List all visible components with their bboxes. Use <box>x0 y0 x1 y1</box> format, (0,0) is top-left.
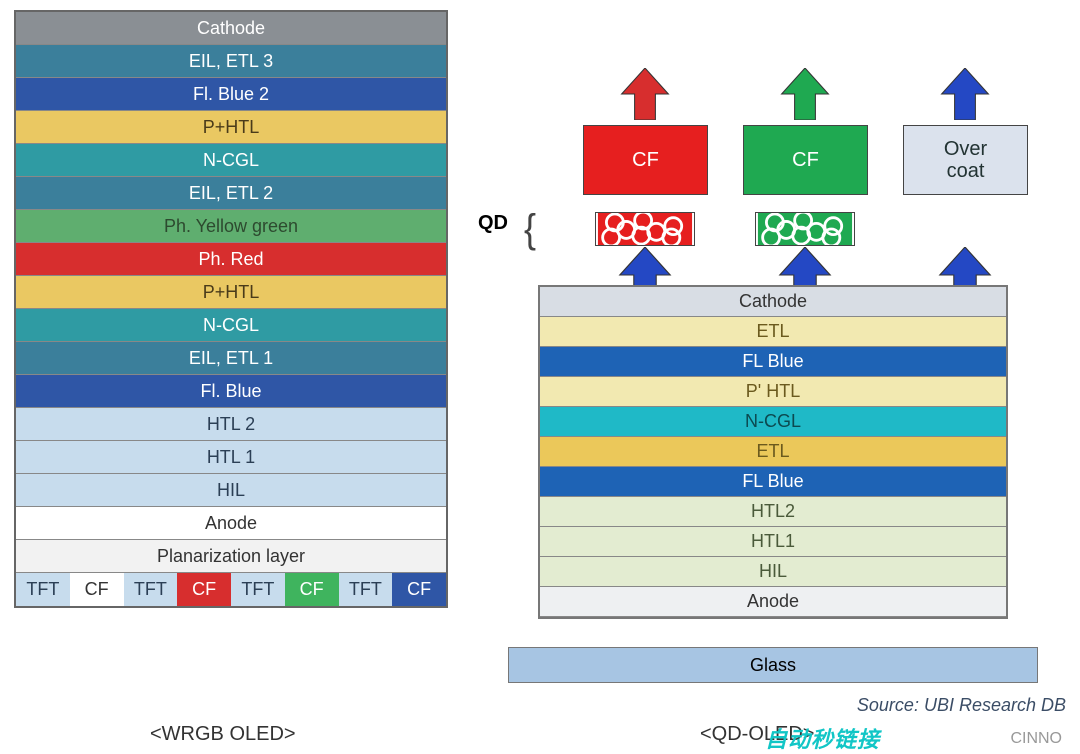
wrgb-layer: Ph. Yellow green <box>16 210 446 243</box>
tft-cf-cell: CF <box>177 573 231 606</box>
qd-layer: Cathode <box>540 287 1006 317</box>
qd-layer: P' HTL <box>540 377 1006 407</box>
wrgb-layer: P+HTL <box>16 276 446 309</box>
wrgb-layer: Ph. Red <box>16 243 446 276</box>
qd-layer: HIL <box>540 557 1006 587</box>
qd-box <box>755 212 855 246</box>
wrgb-layer: Anode <box>16 507 446 540</box>
wrgb-layer: Fl. Blue 2 <box>16 78 446 111</box>
wrgb-layer: HTL 1 <box>16 441 446 474</box>
wrgb-layer: P+HTL <box>16 111 446 144</box>
wrgb-layer: Cathode <box>16 12 446 45</box>
glass-layer: Glass <box>508 647 1038 683</box>
tft-cf-cell: TFT <box>231 573 285 606</box>
qd-layer: HTL1 <box>540 527 1006 557</box>
wrgb-layer: HTL 2 <box>16 408 446 441</box>
arrow-up-icon <box>613 68 677 120</box>
watermark-cinno: CINNO <box>1010 730 1062 748</box>
wrgb-layer: EIL, ETL 2 <box>16 177 446 210</box>
tft-cf-cell: TFT <box>339 573 393 606</box>
cf-box: CF <box>743 125 868 195</box>
watermark-cn: 自动秒链接 <box>765 722 880 754</box>
qd-oled-diagram: CFCFOvercoat QD { CathodeETLFL BlueP' HT… <box>488 10 1066 608</box>
wrgb-layer: EIL, ETL 3 <box>16 45 446 78</box>
wrgb-layer: Fl. Blue <box>16 375 446 408</box>
tft-cf-cell: CF <box>285 573 339 606</box>
qd-bracket-icon: { <box>524 206 536 252</box>
wrgb-layer: EIL, ETL 1 <box>16 342 446 375</box>
qd-label: QD <box>478 212 508 235</box>
wrgb-caption: <WRGB OLED> <box>150 723 296 746</box>
arrow-up-icon <box>933 68 997 120</box>
tft-cf-cell: CF <box>392 573 446 606</box>
qd-layer: FL Blue <box>540 347 1006 377</box>
wrgb-layer: N-CGL <box>16 309 446 342</box>
qd-layer: Anode <box>540 587 1006 617</box>
qd-layer: FL Blue <box>540 467 1006 497</box>
tft-cf-cell: TFT <box>16 573 70 606</box>
wrgb-layer: Planarization layer <box>16 540 446 573</box>
qd-box <box>595 212 695 246</box>
tft-cf-row: TFTCFTFTCFTFTCFTFTCF <box>16 573 446 606</box>
qd-layer: ETL <box>540 437 1006 467</box>
wrgb-layer: N-CGL <box>16 144 446 177</box>
overcoat-box: Overcoat <box>903 125 1028 195</box>
wrgb-oled-stack: CathodeEIL, ETL 3Fl. Blue 2P+HTLN-CGLEIL… <box>14 10 448 608</box>
source-label: Source: UBI Research DB <box>857 695 1066 716</box>
qd-layer: N-CGL <box>540 407 1006 437</box>
cf-box: CF <box>583 125 708 195</box>
qd-layer: HTL2 <box>540 497 1006 527</box>
tft-cf-cell: CF <box>70 573 124 606</box>
tft-cf-cell: TFT <box>124 573 178 606</box>
qd-layer: ETL <box>540 317 1006 347</box>
arrow-up-icon <box>773 68 837 120</box>
wrgb-layer: HIL <box>16 474 446 507</box>
